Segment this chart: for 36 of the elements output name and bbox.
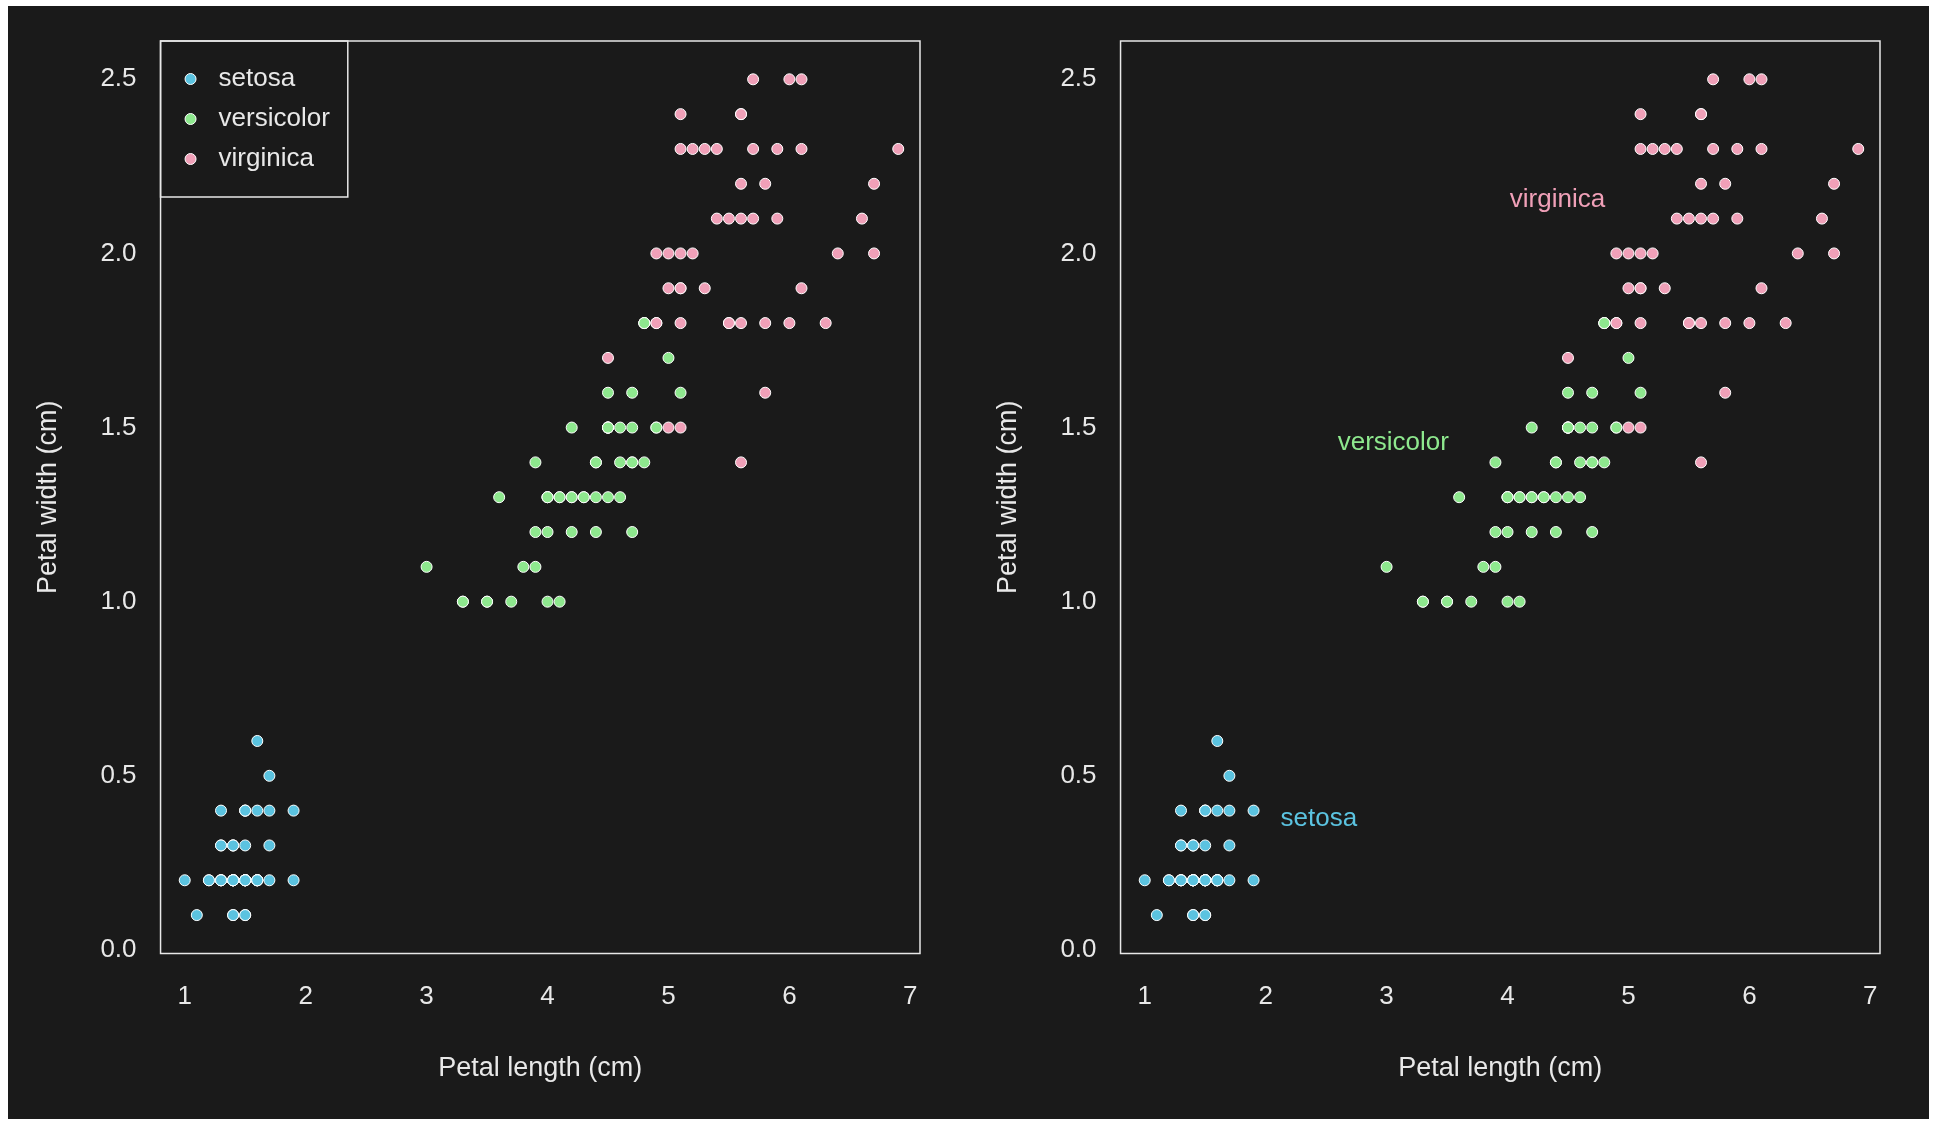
x-tick-label: 2 <box>298 980 313 1011</box>
y-tick-label: 1.5 <box>1060 410 1097 441</box>
x-tick-label: 1 <box>177 980 192 1011</box>
x-tick-label: 2 <box>1258 980 1273 1011</box>
series-label: virginica <box>1509 182 1606 213</box>
y-axis-title: Petal width (cm) <box>31 400 62 594</box>
legend-label: virginica <box>218 142 315 173</box>
x-tick-label: 6 <box>1742 980 1757 1011</box>
y-tick-label: 0.0 <box>1060 933 1097 964</box>
y-tick-label: 2.0 <box>100 236 137 267</box>
y-tick-label: 1.0 <box>100 584 137 615</box>
x-tick-label: 7 <box>903 980 918 1011</box>
x-axis-title: Petal length (cm) <box>1398 1052 1603 1083</box>
x-axis-title: Petal length (cm) <box>438 1052 643 1083</box>
y-tick-label: 2.5 <box>1060 62 1097 93</box>
legend-label: versicolor <box>218 102 331 133</box>
x-tick-label: 3 <box>1379 980 1394 1011</box>
x-tick-label: 5 <box>661 980 676 1011</box>
series-label: setosa <box>1280 802 1358 833</box>
y-tick-label: 1.5 <box>100 410 137 441</box>
x-tick-label: 5 <box>1621 980 1636 1011</box>
y-tick-label: 0.0 <box>100 933 137 964</box>
y-tick-label: 0.5 <box>1060 758 1097 789</box>
x-tick-label: 4 <box>540 980 555 1011</box>
y-axis-title: Petal width (cm) <box>991 400 1022 594</box>
y-tick-label: 0.5 <box>100 758 137 789</box>
x-tick-label: 6 <box>782 980 797 1011</box>
x-tick-label: 4 <box>1500 980 1515 1011</box>
series-label: versicolor <box>1337 426 1450 457</box>
legend-label: setosa <box>218 62 296 93</box>
y-tick-label: 2.5 <box>100 62 137 93</box>
y-tick-label: 1.0 <box>1060 584 1097 615</box>
x-tick-label: 7 <box>1863 980 1878 1011</box>
x-tick-label: 3 <box>419 980 434 1011</box>
y-tick-label: 2.0 <box>1060 236 1097 267</box>
x-tick-label: 1 <box>1137 980 1152 1011</box>
